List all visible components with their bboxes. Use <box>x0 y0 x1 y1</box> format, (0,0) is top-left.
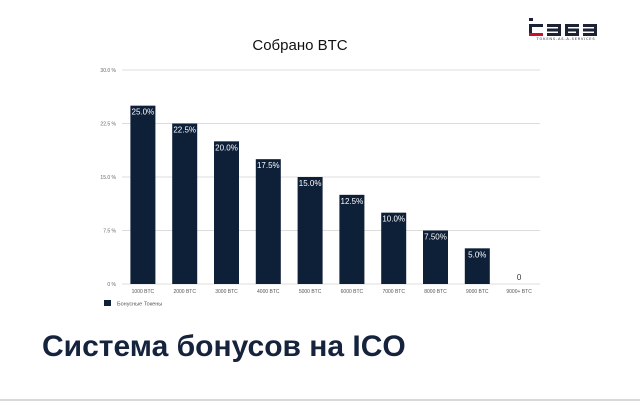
x-tick-label: 8000 BTC <box>424 289 447 295</box>
x-tick-label: 3000 BTC <box>215 289 238 295</box>
bar <box>255 159 281 284</box>
data-label: 15.0% <box>299 179 322 188</box>
y-tick-label: 7.5 % <box>103 229 116 235</box>
y-tick-label: 22.5 % <box>100 122 116 128</box>
bar <box>130 105 156 285</box>
bar <box>423 230 448 284</box>
y-tick-label: 15.0 % <box>100 175 116 181</box>
bar <box>381 212 407 284</box>
x-tick-label: 9000 BTC <box>466 289 489 295</box>
bar <box>464 248 490 284</box>
x-tick-label: 1000 BTC <box>132 289 155 295</box>
data-label: 12.5% <box>341 197 364 206</box>
x-tick-label: 6000 BTC <box>341 289 364 295</box>
data-label: 22.5% <box>173 126 196 135</box>
bar <box>214 141 239 284</box>
data-label: 25.0% <box>132 108 155 117</box>
bar <box>297 177 323 284</box>
data-label: 0 <box>517 273 522 282</box>
legend-label: Бонусные Токены <box>117 302 162 308</box>
x-tick-label: 2000 BTC <box>173 289 196 295</box>
data-label: 10.0% <box>382 215 405 224</box>
data-label: 20.0% <box>215 143 238 152</box>
y-tick-label: 30.0 % <box>100 68 116 74</box>
slide-title: Система бонусов на ICO <box>42 330 406 363</box>
x-tick-label: 7000 BTC <box>382 289 405 295</box>
chart-title: Собрано BTC <box>252 37 348 54</box>
data-label: 5.0% <box>468 250 486 259</box>
x-tick-label: 4000 BTC <box>257 289 280 295</box>
bottom-border <box>0 399 640 401</box>
logo-tagline: TOKENS-AS-A-SERVICES <box>536 37 596 41</box>
data-label: 17.5% <box>257 161 280 170</box>
bar <box>339 194 365 284</box>
bar <box>172 123 198 284</box>
data-label: 7.50% <box>424 233 447 242</box>
x-tick-label: 9000+ BTC <box>506 289 532 295</box>
y-tick-label: 0 % <box>107 282 116 288</box>
legend-swatch <box>104 300 111 306</box>
company-logo <box>529 18 597 36</box>
x-tick-label: 5000 BTC <box>299 289 322 295</box>
